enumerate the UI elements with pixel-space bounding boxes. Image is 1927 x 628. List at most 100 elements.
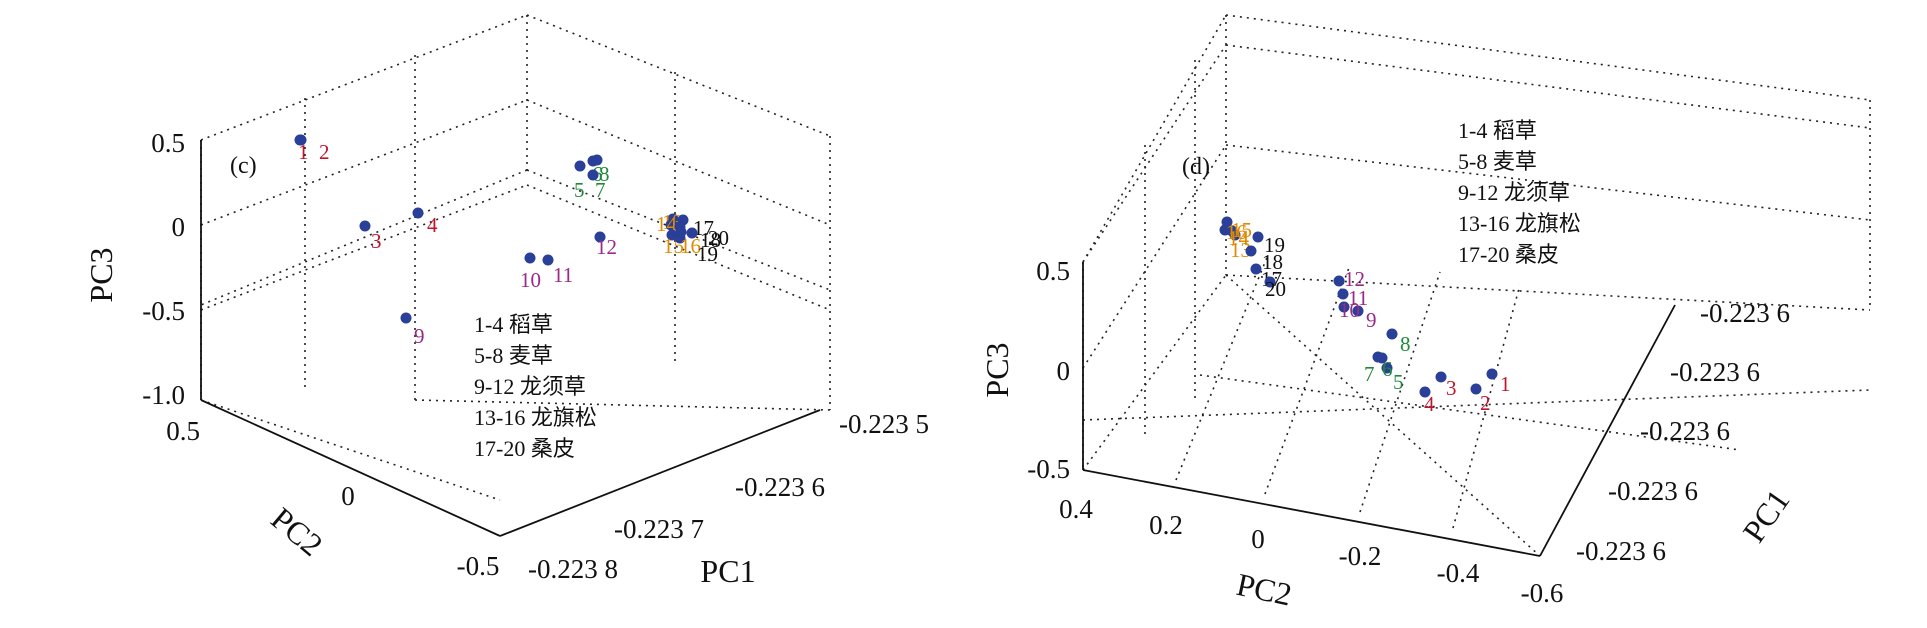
data-point	[294, 134, 306, 146]
data-point	[1337, 288, 1349, 300]
c-z-tick: 0.5	[151, 128, 185, 158]
point-label: 18	[700, 228, 721, 252]
point-label: 1	[298, 140, 309, 164]
d-legend-entry: 9-12 龙须草	[1458, 180, 1570, 205]
d-y-tick: 0.2	[1149, 510, 1183, 540]
d-x-tick: -0.223 6	[1700, 298, 1790, 328]
c-panel-label: (c)	[230, 153, 257, 179]
c-x-tick: -0.223 7	[614, 514, 704, 544]
data-point	[587, 169, 599, 181]
c-legend-entry: 1-4 稻草	[474, 312, 553, 337]
d-y-tick: 0.4	[1059, 494, 1093, 524]
data-point	[1352, 305, 1364, 317]
chart-c: 0.5 0 -0.5 -1.0 0.5 0 -0.5 -0.223 5 -0.2…	[83, 14, 929, 589]
data-point	[1419, 386, 1431, 398]
d-legend: 1-4 稻草 5-8 麦草 9-12 龙须草 13-16 龙旗松 17-20 桑…	[1458, 118, 1581, 267]
c-points: 1234567891011121314151617181920	[294, 134, 729, 348]
data-point	[591, 154, 603, 166]
chart-d-axes	[1082, 262, 1676, 557]
d-panel-label: (d)	[1182, 154, 1210, 180]
data-point	[1381, 362, 1393, 374]
d-y-tick: -0.2	[1339, 541, 1382, 571]
c-y-tick: -0.5	[457, 551, 500, 581]
point-label: 2	[1480, 391, 1491, 415]
point-label: 12	[1344, 267, 1365, 291]
d-y-axis-label: PC2	[1234, 566, 1295, 613]
c-legend-entry: 13-16 龙旗松	[474, 405, 597, 430]
d-z-axis-label: PC3	[979, 342, 1015, 397]
data-point	[1486, 368, 1498, 380]
data-point	[1229, 229, 1241, 241]
d-x-tick: -0.223 6	[1670, 357, 1760, 387]
c-x-tick: -0.223 5	[839, 409, 929, 439]
chart-c-ticks: 0.5 0 -0.5 -1.0 0.5 0 -0.5 -0.223 5 -0.2…	[142, 128, 929, 584]
point-label: 19	[697, 242, 718, 266]
point-label: 4	[427, 213, 438, 237]
point-label: 18	[1262, 250, 1283, 274]
point-label: 2	[319, 140, 330, 164]
chart-d: 0.5 0 -0.5 0.4 0.2 0 -0.2 -0.4 -0.6 -0.2…	[979, 14, 1871, 613]
point-label: 11	[553, 263, 573, 287]
chart-c-axes	[200, 140, 821, 537]
c-z-tick: -0.5	[142, 296, 185, 326]
point-label: 14	[1228, 226, 1250, 250]
c-x-tick: -0.223 6	[735, 472, 825, 502]
data-point	[675, 226, 687, 238]
point-label: 17	[693, 216, 714, 240]
c-x-axis-label: PC1	[700, 553, 755, 589]
d-y-tick: 0	[1251, 524, 1265, 554]
data-point	[1333, 275, 1345, 287]
chart-d-grid	[1082, 14, 1871, 557]
d-legend-entry: 13-16 龙旗松	[1458, 211, 1581, 236]
point-label: 20	[1265, 277, 1286, 301]
data-point	[1386, 328, 1398, 340]
chart-d-ticks: 0.5 0 -0.5 0.4 0.2 0 -0.2 -0.4 -0.6 -0.2…	[1027, 256, 1790, 608]
data-point	[1264, 276, 1276, 288]
d-y-tick: -0.6	[1521, 578, 1564, 608]
c-legend: 1-4 稻草 5-8 麦草 9-12 龙须草 13-16 龙旗松 17-20 桑…	[474, 312, 597, 461]
data-point	[1376, 352, 1388, 364]
point-label: 7	[1364, 362, 1375, 386]
point-label: 6	[1382, 357, 1393, 381]
data-point	[400, 312, 412, 324]
point-label: 20	[708, 226, 729, 250]
c-legend-entry: 17-20 桑皮	[474, 436, 575, 461]
data-point	[1252, 231, 1264, 243]
d-legend-entry: 1-4 稻草	[1458, 118, 1537, 143]
point-label: 8	[599, 162, 610, 186]
data-point	[574, 160, 586, 172]
data-point	[1435, 371, 1447, 383]
d-z-tick: 0.5	[1036, 256, 1070, 286]
point-label: 4	[1424, 392, 1435, 416]
point-label: 15	[1231, 218, 1252, 242]
c-x-tick: -0.223 8	[528, 554, 618, 584]
d-legend-entry: 17-20 桑皮	[1458, 242, 1559, 267]
data-point	[524, 252, 536, 264]
c-z-axis-label: PC3	[83, 247, 119, 302]
d-legend-entry: 5-8 麦草	[1458, 149, 1537, 174]
data-point	[686, 227, 698, 239]
point-label: 10	[1339, 298, 1360, 322]
d-x-tick: -0.223 6	[1608, 476, 1698, 506]
point-label: 16	[680, 234, 701, 258]
data-point	[1245, 245, 1257, 257]
data-point	[359, 220, 371, 232]
c-z-tick: 0	[172, 212, 186, 242]
d-z-tick: 0	[1057, 356, 1071, 386]
c-legend-entry: 5-8 麦草	[474, 343, 553, 368]
point-label: 8	[1400, 332, 1411, 356]
data-point	[1219, 224, 1231, 236]
point-label: 5	[574, 178, 585, 202]
c-legend-entry: 9-12 龙须草	[474, 374, 586, 399]
point-label: 10	[520, 268, 541, 292]
c-y-tick: 0.5	[166, 416, 200, 446]
d-z-tick: -0.5	[1027, 454, 1070, 484]
point-label: 19	[1264, 233, 1285, 257]
d-y-tick: -0.4	[1437, 558, 1480, 588]
c-y-tick: 0	[341, 481, 355, 511]
data-point	[665, 219, 677, 231]
data-point	[1338, 301, 1350, 313]
point-label: 9	[1366, 308, 1377, 332]
